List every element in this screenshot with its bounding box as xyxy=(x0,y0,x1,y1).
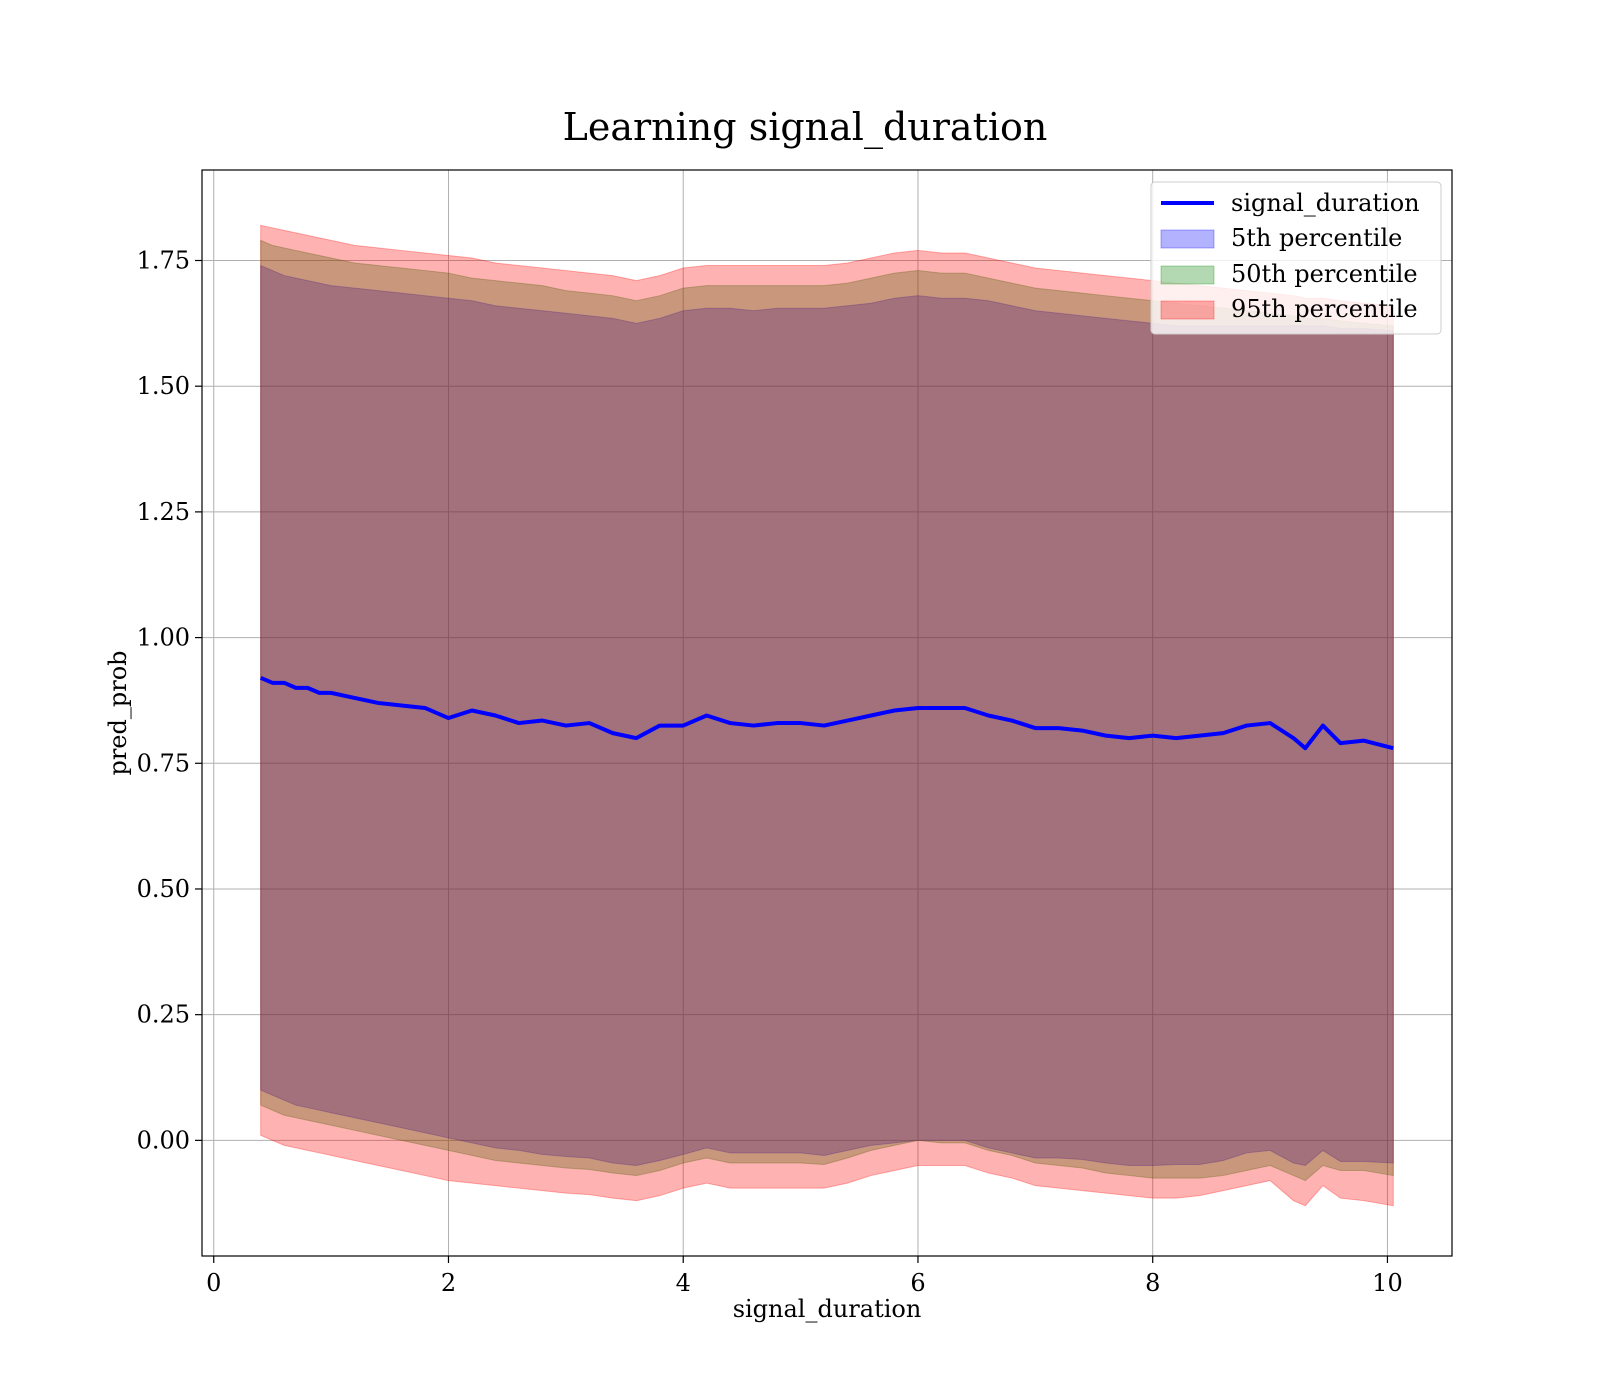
legend: signal_duration 5th percentile 50th perc… xyxy=(1150,181,1442,335)
legend-swatch-50th xyxy=(1160,265,1215,285)
legend-swatch-95th xyxy=(1160,300,1215,320)
y-tick-label: 0.75 xyxy=(137,749,190,777)
line-series xyxy=(259,675,1394,751)
x-tick-label: 2 xyxy=(441,1269,456,1297)
grid xyxy=(202,170,1452,1256)
y-axis-label: pred_prob xyxy=(104,650,132,775)
y-tick-label: 1.50 xyxy=(137,372,190,400)
y-tick-label: 0.25 xyxy=(137,1001,190,1029)
legend-label-50th: 50th percentile xyxy=(1231,260,1418,288)
band-95th-percentile xyxy=(260,224,1394,1207)
legend-label-line: signal_duration xyxy=(1231,189,1420,217)
legend-swatch-5th xyxy=(1160,229,1215,249)
legend-label-5th: 5th percentile xyxy=(1231,224,1402,252)
y-tick-label: 1.25 xyxy=(137,498,190,526)
legend-label-95th: 95th percentile xyxy=(1231,295,1418,323)
x-tick-label: 8 xyxy=(1145,1269,1160,1297)
x-tick-label: 0 xyxy=(206,1269,221,1297)
x-tick-label: 6 xyxy=(910,1269,925,1297)
legend-frame xyxy=(1150,181,1442,335)
chart-title: Learning signal_duration xyxy=(563,105,1048,150)
band-5th-percentile xyxy=(260,264,1394,1167)
y-tick-label: 1.00 xyxy=(137,624,190,652)
ticks: 0 2 4 6 8 10 0.00 0.25 0.50 0.75 1.00 1.25 1.50 1.75 xyxy=(137,247,1403,1298)
y-tick-label: 1.75 xyxy=(137,247,190,275)
percentile-bands xyxy=(260,224,1394,1207)
axes-frame xyxy=(201,169,1453,1257)
x-axis-label: signal_duration xyxy=(733,1295,922,1323)
line-signal-duration xyxy=(259,675,1394,751)
x-tick-label: 4 xyxy=(676,1269,691,1297)
x-tick-label: 10 xyxy=(1372,1269,1403,1297)
band-50th-percentile xyxy=(260,239,1394,1182)
y-tick-label: 0.00 xyxy=(137,1126,190,1154)
y-tick-label: 0.50 xyxy=(137,875,190,903)
